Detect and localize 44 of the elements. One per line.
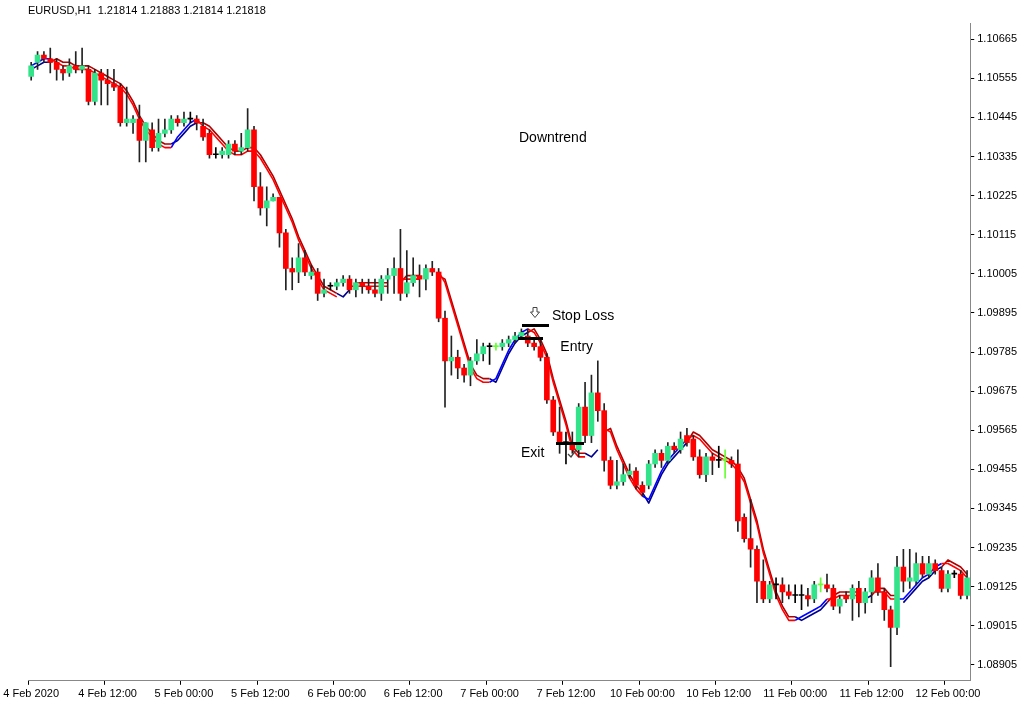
candlestick [79,47,85,74]
x-tick-label: 10 Feb 12:00 [686,687,752,700]
x-tick-label: 6 Feb 00:00 [307,687,367,700]
x-tick-label: 5 Feb 00:00 [154,687,214,700]
y-tick-label: 1.09895 [977,305,1017,318]
y-tick-label: 1.10665 [977,32,1017,45]
x-tick-label: 10 Feb 00:00 [609,687,675,700]
annotation: Downtrend [518,129,587,146]
annotation: Exit [521,444,545,461]
candlestick [722,449,728,479]
x-tick-label: 7 Feb 00:00 [460,687,519,700]
x-tick-label: 11 Feb 00:00 [763,687,828,700]
candlestick [212,147,219,159]
candlestick [805,588,811,607]
candlestick [493,342,499,351]
y-tick-label: 1.09345 [977,501,1017,514]
annotation: Stop Loss [551,307,615,324]
y-tick-label: 1.08905 [977,657,1017,670]
x-tick-label: 6 Feb 12:00 [383,687,443,700]
y-tick-label: 1.09675 [977,384,1017,397]
y-tick-label: 1.10335 [977,149,1017,162]
y-tick-label: 1.09125 [977,579,1017,592]
y-tick-label: 1.10555 [977,71,1017,84]
x-tick-label: 5 Feb 12:00 [231,687,290,700]
x-tick-label: 12 Feb 00:00 [915,687,981,700]
y-tick-label: 1.09565 [977,423,1017,436]
candlestick [263,186,270,227]
chart-title: EURUSD,H1 1.21814 1.21883 1.21814 1.21818 [28,3,266,16]
x-tick-label: 7 Feb 12:00 [536,687,596,700]
y-tick-label: 1.09785 [977,345,1017,358]
x-tick-label: 11 Feb 12:00 [839,687,904,700]
y-tick-label: 1.10445 [977,110,1017,123]
y-tick-label: 1.10005 [977,266,1017,279]
candlestick [773,577,779,600]
y-tick-label: 1.09455 [977,462,1017,475]
x-tick-label: 4 Feb 12:00 [78,687,137,700]
candlestick [715,445,722,468]
y-tick-label: 1.10225 [977,188,1017,201]
y-tick-label: 1.09235 [977,540,1017,553]
annotation: Entry [560,337,594,354]
y-tick-label: 1.09015 [977,618,1017,631]
x-tick-label: 4 Feb 2020 [3,687,60,700]
candlestick [98,69,105,106]
y-tick-label: 1.10115 [977,227,1017,240]
